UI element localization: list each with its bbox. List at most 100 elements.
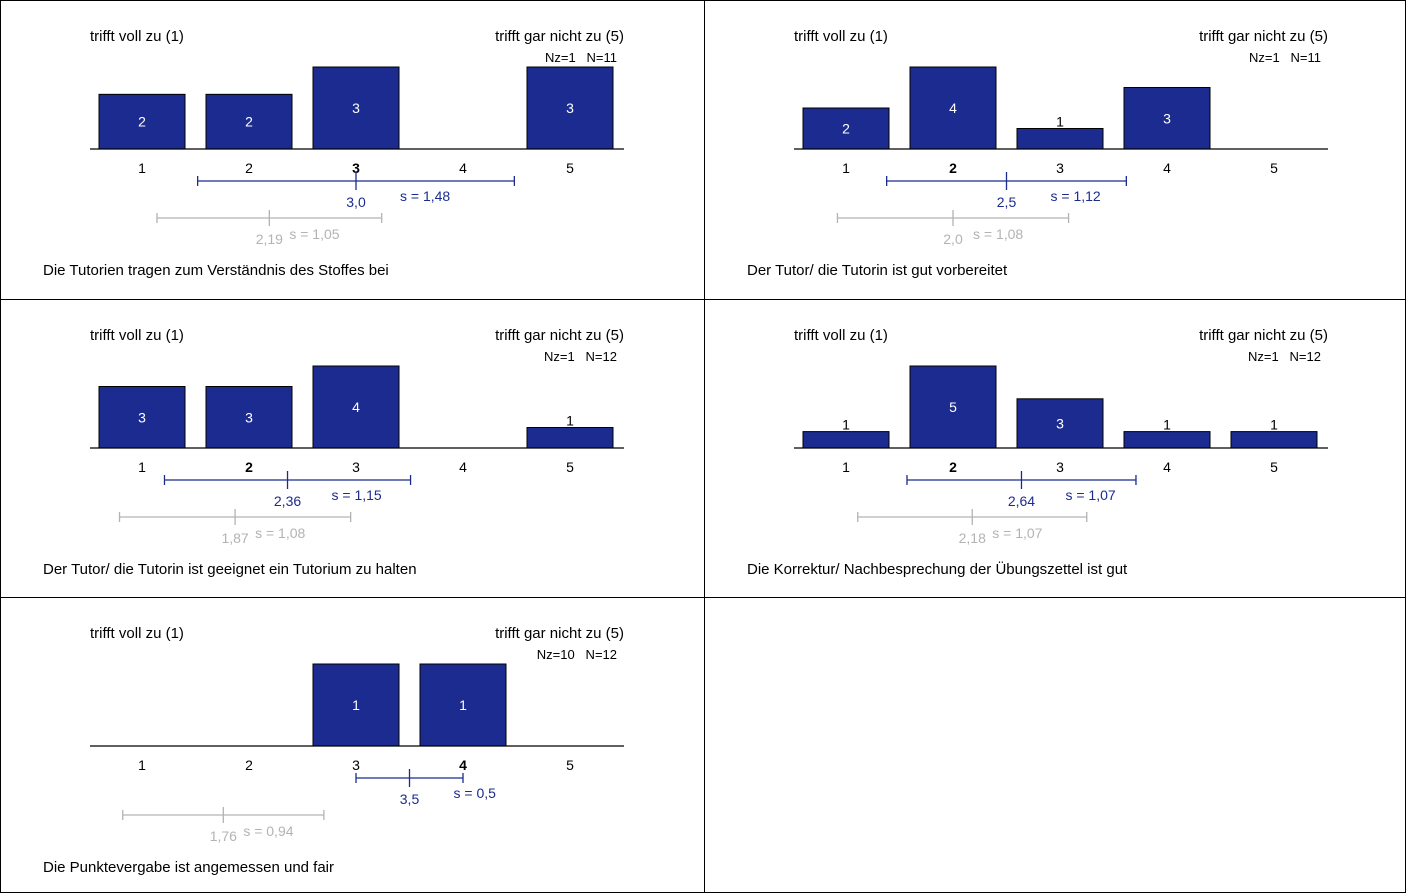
x-tick-label: 2 bbox=[245, 459, 253, 475]
empty-panel bbox=[704, 597, 1406, 893]
x-tick-label: 1 bbox=[842, 160, 850, 176]
sd-value-label: s = 1,48 bbox=[400, 188, 450, 204]
bar-value-label: 3 bbox=[1163, 110, 1171, 126]
bar-value-label: 1 bbox=[352, 697, 360, 713]
bar-1 bbox=[802, 107, 890, 150]
x-tick-label: 4 bbox=[459, 757, 467, 773]
bar-value-label: 2 bbox=[842, 121, 850, 137]
question-text: Der Tutor/ die Tutorin ist geeignet ein … bbox=[43, 561, 417, 578]
counts-label: Nz=1 N=12 bbox=[1248, 349, 1321, 364]
comparison-mean-label: 2,0 bbox=[943, 231, 963, 247]
x-tick-label: 5 bbox=[566, 160, 574, 176]
x-tick-label: 3 bbox=[1056, 459, 1064, 475]
question-text: Die Punktevergabe ist angemessen und fai… bbox=[43, 859, 334, 876]
bar-1 bbox=[98, 386, 186, 449]
chart-panel-4: trifft voll zu (1) trifft gar nicht zu (5… bbox=[704, 299, 1406, 597]
label-right: trifft gar nicht zu (5) bbox=[495, 28, 624, 45]
bar-2 bbox=[205, 93, 293, 150]
label-right: trifft gar nicht zu (5) bbox=[1199, 28, 1328, 45]
bar-value-label: 2 bbox=[245, 114, 253, 130]
x-tick-label: 1 bbox=[138, 459, 146, 475]
bar-value-label: 4 bbox=[352, 399, 360, 415]
comparison-mean-label: 2,18 bbox=[959, 530, 986, 546]
mean-value-label: 2,36 bbox=[274, 493, 301, 509]
x-tick-label: 5 bbox=[1270, 459, 1278, 475]
bar-3 bbox=[312, 365, 400, 449]
likert-chart: trifft voll zu (1) trifft gar nicht zu (5… bbox=[43, 327, 624, 578]
label-right: trifft gar nicht zu (5) bbox=[495, 625, 624, 642]
bar-value-label: 3 bbox=[566, 100, 574, 116]
bar-4 bbox=[1123, 431, 1211, 449]
sd-value-label: s = 1,15 bbox=[332, 487, 382, 503]
question-text: Der Tutor/ die Tutorin ist gut vorbereit… bbox=[747, 262, 1008, 279]
x-tick-label: 3 bbox=[1056, 160, 1064, 176]
label-left: trifft voll zu (1) bbox=[90, 28, 184, 45]
x-tick-label: 4 bbox=[1163, 459, 1171, 475]
comparison-mean-label: 1,76 bbox=[210, 828, 237, 844]
mean-value-label: 3,0 bbox=[346, 194, 366, 210]
label-left: trifft voll zu (1) bbox=[794, 28, 888, 45]
bar-value-label: 1 bbox=[1270, 417, 1278, 433]
x-tick-label: 5 bbox=[1270, 160, 1278, 176]
comparison-sd-label: s = 1,08 bbox=[973, 226, 1023, 242]
bar-value-label: 3 bbox=[352, 100, 360, 116]
label-left: trifft voll zu (1) bbox=[90, 327, 184, 344]
bar-value-label: 1 bbox=[459, 697, 467, 713]
x-tick-label: 4 bbox=[459, 160, 467, 176]
sd-value-label: s = 1,12 bbox=[1051, 188, 1101, 204]
bar-value-label: 3 bbox=[1056, 415, 1064, 431]
comparison-mean-label: 2,19 bbox=[256, 231, 283, 247]
bar-5 bbox=[1230, 431, 1318, 449]
question-text: Die Korrektur/ Nachbesprechung der Übung… bbox=[747, 560, 1128, 578]
x-tick-label: 3 bbox=[352, 160, 360, 176]
label-right: trifft gar nicht zu (5) bbox=[1199, 327, 1328, 344]
bar-value-label: 4 bbox=[949, 100, 957, 116]
chart-panel-2: trifft voll zu (1) trifft gar nicht zu (5… bbox=[704, 0, 1406, 299]
x-tick-label: 1 bbox=[138, 160, 146, 176]
label-right: trifft gar nicht zu (5) bbox=[495, 327, 624, 344]
bar-4 bbox=[419, 663, 507, 747]
x-tick-label: 2 bbox=[949, 459, 957, 475]
bar-3 bbox=[312, 66, 400, 150]
label-left: trifft voll zu (1) bbox=[90, 625, 184, 642]
chart-panel-3: trifft voll zu (1) trifft gar nicht zu (5… bbox=[0, 299, 704, 597]
bar-1 bbox=[98, 93, 186, 150]
bar-value-label: 3 bbox=[138, 409, 146, 425]
x-tick-label: 1 bbox=[842, 459, 850, 475]
bar-value-label: 1 bbox=[566, 413, 574, 429]
chart-panel-1: trifft voll zu (1) trifft gar nicht zu (5… bbox=[0, 0, 704, 299]
bar-3 bbox=[1016, 398, 1104, 449]
bar-value-label: 3 bbox=[245, 409, 253, 425]
sd-value-label: s = 1,07 bbox=[1065, 487, 1115, 503]
counts-label: Nz=1 N=12 bbox=[544, 349, 617, 364]
counts-label: Nz=1 N=11 bbox=[545, 50, 617, 65]
bar-3 bbox=[312, 663, 400, 747]
bar-value-label: 1 bbox=[842, 417, 850, 433]
bar-2 bbox=[909, 66, 997, 150]
likert-chart: trifft voll zu (1) trifft gar nicht zu (5… bbox=[43, 625, 624, 876]
bar-value-label: 5 bbox=[949, 399, 957, 415]
x-tick-label: 1 bbox=[138, 757, 146, 773]
likert-chart: trifft voll zu (1) trifft gar nicht zu (5… bbox=[747, 327, 1328, 578]
x-tick-label: 4 bbox=[1163, 160, 1171, 176]
comparison-sd-label: s = 0,94 bbox=[243, 823, 293, 839]
likert-chart: trifft voll zu (1) trifft gar nicht zu (5… bbox=[43, 28, 624, 279]
bar-2 bbox=[205, 386, 293, 449]
comparison-sd-label: s = 1,05 bbox=[289, 226, 339, 242]
bar-value-label: 2 bbox=[138, 114, 146, 130]
x-tick-label: 5 bbox=[566, 459, 574, 475]
counts-label: Nz=1 N=11 bbox=[1249, 50, 1321, 65]
bar-5 bbox=[526, 427, 614, 449]
x-tick-label: 2 bbox=[949, 160, 957, 176]
mean-value-label: 3,5 bbox=[400, 791, 420, 807]
bar-2 bbox=[909, 365, 997, 449]
bar-value-label: 1 bbox=[1163, 417, 1171, 433]
bar-value-label: 1 bbox=[1056, 114, 1064, 130]
x-tick-label: 3 bbox=[352, 757, 360, 773]
sd-value-label: s = 0,5 bbox=[454, 785, 497, 801]
chart-panel-5: trifft voll zu (1) trifft gar nicht zu (5… bbox=[0, 597, 704, 893]
x-tick-label: 3 bbox=[352, 459, 360, 475]
comparison-mean-label: 1,87 bbox=[221, 530, 248, 546]
bar-4 bbox=[1123, 87, 1211, 150]
likert-chart: trifft voll zu (1) trifft gar nicht zu (5… bbox=[747, 28, 1328, 279]
